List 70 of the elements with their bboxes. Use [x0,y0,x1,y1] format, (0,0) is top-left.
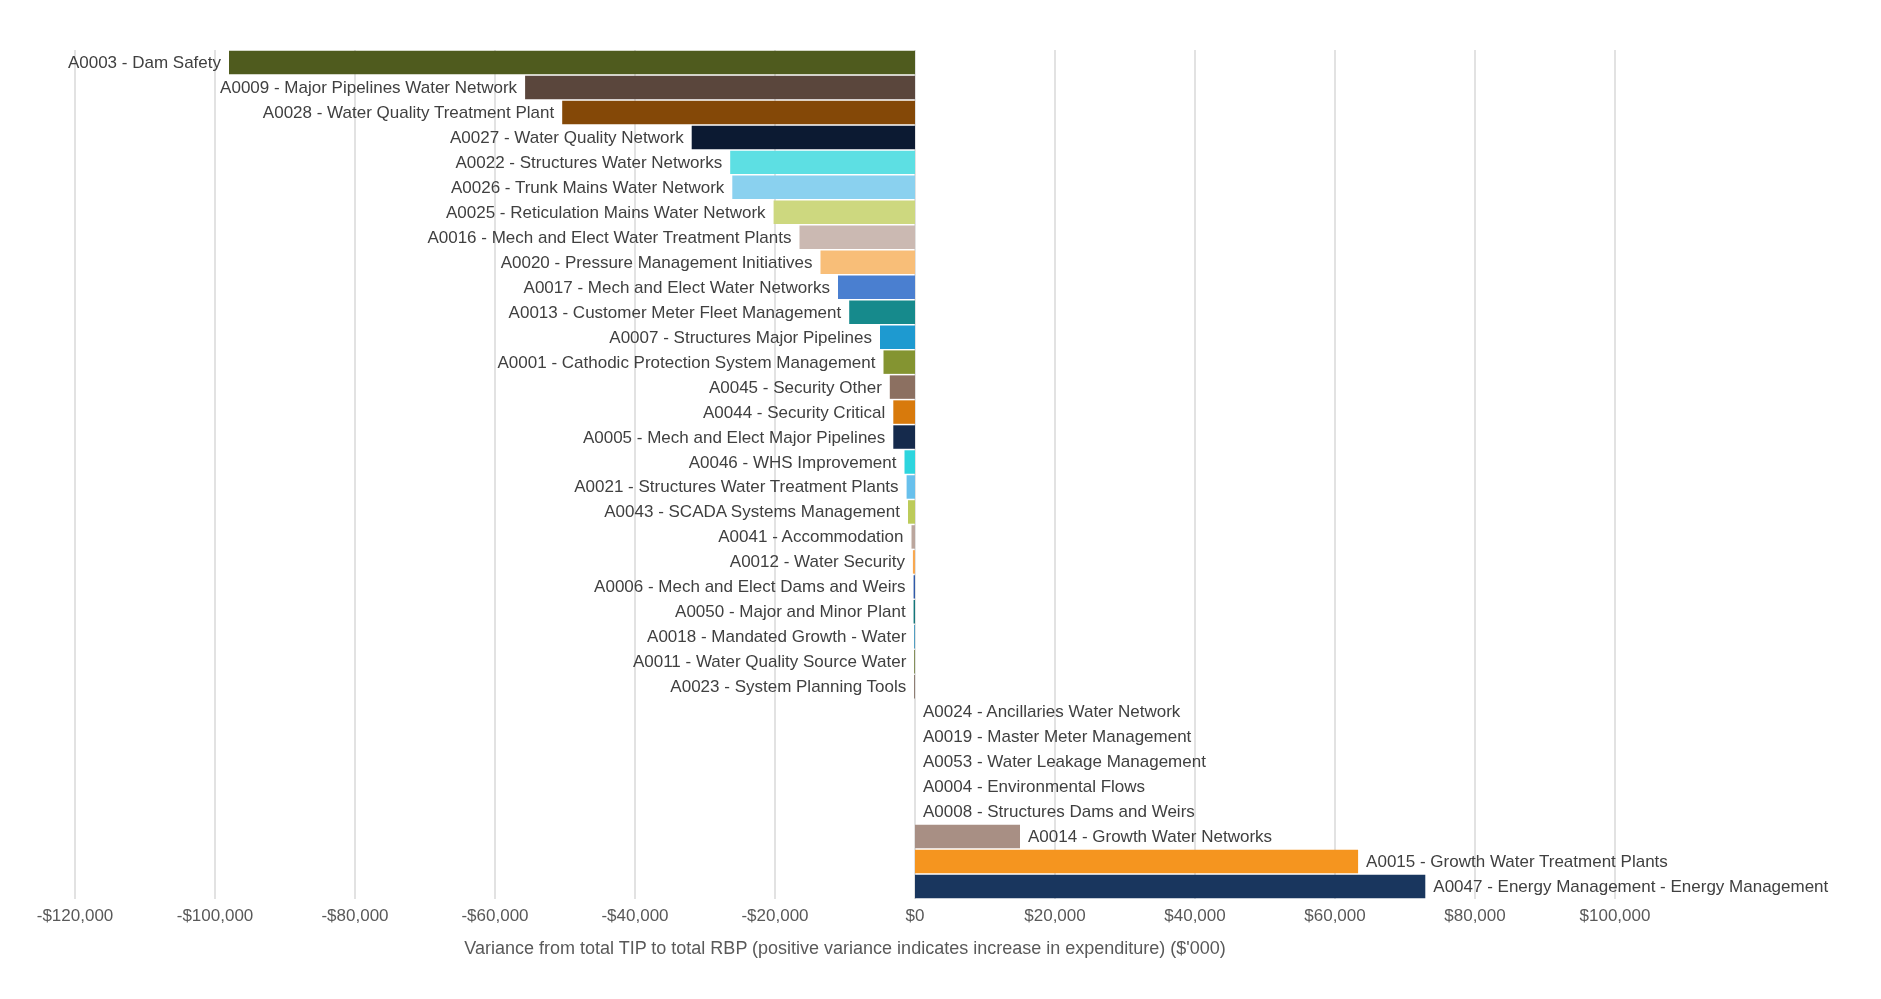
y-tick-label: A0007 - Structures Major Pipelines [609,327,872,347]
x-tick-label: $80,000 [1444,906,1506,925]
y-tick-label: A0044 - Security Critical [702,402,886,422]
y-tick-label: A0027 - Water Quality Network [450,127,685,147]
y-tick-label: A0043 - SCADA Systems Management [604,502,901,522]
x-tick-label: -$120,000 [36,906,114,925]
y-tick-label: A0019 - Master Meter Management [923,727,1192,747]
bar [838,275,915,299]
y-tick-label: A0017 - Mech and Elect Water Networks [523,277,830,297]
y-tick-label: A0028 - Water Quality Treatment Plant [262,102,555,122]
bar [883,350,915,374]
y-tick-label: A0006 - Mech and Elect Dams and Weirs [594,577,906,597]
y-tick-label: A0026 - Trunk Mains Water Network [450,177,725,197]
bar [691,125,915,150]
y-tick-label: A0009 - Major Pipelines Water Network [220,77,518,97]
y-tick-label: A0003 - Dam Safety [67,52,222,72]
bar [893,400,915,424]
x-tick-label: $0 [905,906,925,925]
y-tick-label: A0023 - System Planning Tools [670,677,907,697]
bar [732,175,915,200]
y-tick-label: A0011 - Water Quality Source Water [632,652,907,672]
bar [880,325,915,349]
x-tick-label: -$80,000 [321,906,389,925]
y-tick-label: A0047 - Energy Management - Energy Management [1433,877,1829,897]
bar [915,849,1359,874]
y-tick-label: A0050 - Major and Minor Plant [675,602,906,622]
bar [915,874,1426,899]
y-tick-label: A0013 - Customer Meter Fleet Management [508,302,842,322]
y-tick-label: A0008 - Structures Dams and Weirs [923,802,1195,822]
y-tick-label: A0024 - Ancillaries Water Network [923,702,1181,722]
y-tick-label: A0015 - Growth Water Treatment Plants [1366,852,1668,872]
x-tick-label: $100,000 [1579,906,1651,925]
bar [906,475,915,499]
bar [229,50,915,75]
x-axis-title: Variance from total TIP to total RBP (positive variance indicates increase in expenditure) ($'000) [464,938,1226,958]
bar [773,200,915,225]
bar [889,375,915,399]
x-tick-label: -$20,000 [741,906,809,925]
bar [915,824,1020,849]
y-tick-label: A0053 - Water Leakage Management [923,752,1207,772]
bar [730,150,915,175]
y-tick-label: A0045 - Security Other [708,377,883,397]
bar [562,100,915,125]
y-tick-label: A0005 - Mech and Elect Major Pipelines [582,427,886,447]
y-tick-label: A0020 - Pressure Management Initiatives [500,252,813,272]
bar [820,250,915,274]
y-tick-label: A0014 - Growth Water Networks [1028,827,1273,847]
y-tick-label: A0016 - Mech and Elect Water Treatment Plants [427,227,792,247]
y-tick-label: A0012 - Water Security [729,552,906,572]
y-tick-label: A0025 - Reticulation Mains Water Network [445,202,767,222]
x-tick-label: -$100,000 [176,906,254,925]
x-tick-label: -$60,000 [461,906,529,925]
bar [799,225,915,250]
y-tick-label: A0004 - Environmental Flows [923,777,1146,797]
y-tick-label: A0018 - Mandated Growth - Water [647,627,907,647]
x-tick-label: $60,000 [1304,906,1366,925]
y-tick-label: A0041 - Accommodation [718,527,904,547]
x-tick-label: $20,000 [1024,906,1086,925]
x-tick-label: $40,000 [1164,906,1226,925]
bar [893,425,915,449]
bar [849,300,915,324]
bar [912,550,915,574]
x-tick-label: -$40,000 [601,906,669,925]
y-tick-label: A0001 - Cathodic Protection System Management [497,352,876,372]
bar [525,75,915,100]
bar [904,450,915,474]
y-tick-label: A0022 - Structures Water Networks [455,152,723,172]
bar [908,500,915,524]
y-tick-label: A0021 - Structures Water Treatment Plants [574,477,899,497]
y-tick-label: A0046 - WHS Improvement [688,452,897,472]
